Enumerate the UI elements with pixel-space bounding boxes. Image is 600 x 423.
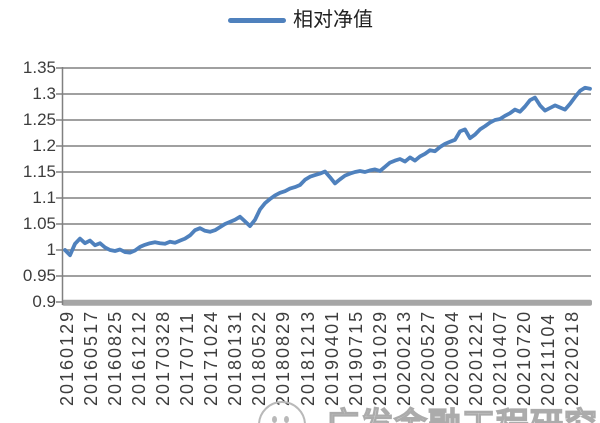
x-tick-label: 20200527 [417,309,438,406]
legend-series-label: 相对净值 [293,9,373,31]
x-tick-label: 20200904 [441,309,462,406]
y-tick-label: 0.9 [32,292,56,311]
x-tick-label: 20200213 [393,309,414,406]
x-tick-label: 20180522 [249,309,270,406]
x-tick-label: 20180829 [273,309,294,406]
y-tick-label: 1.05 [22,214,56,233]
x-tick-label: 20160129 [57,309,77,406]
x-tick-label: 20180131 [225,309,246,406]
series-line [63,85,592,258]
x-tick-label: 20171024 [201,309,222,406]
y-tick-label: 0.95 [22,266,56,285]
legend: 相对净值 [228,6,373,34]
y-tick-label: 1.35 [22,58,56,77]
legend-line-marker [228,17,286,23]
x-tick-label: 20161212 [129,309,150,406]
x-tick-label: 20170711 [177,311,198,406]
x-tick-label: 20190715 [345,309,366,406]
x-axis-bar [62,299,592,306]
x-tick-label: 20181213 [297,309,318,406]
x-tick-label: 20220218 [562,309,583,406]
x-tick-label: 20201221 [465,309,486,406]
x-tick-label: 20160825 [105,309,126,406]
y-tick-label: 1.2 [32,136,56,155]
y-tick-label: 1.15 [22,162,56,181]
x-tick-label: 20191029 [369,309,390,406]
y-tick-label: 1.3 [32,84,56,103]
x-tick-label: 20170328 [153,309,174,406]
y-tick-label: 1 [46,240,56,259]
x-tick-label: 20210720 [513,309,534,406]
x-tick-label: 20190401 [321,309,342,406]
x-tick-label: 20210407 [489,309,510,406]
x-tick-label: 20211104 [538,312,558,406]
x-tick-label: 20160517 [81,309,102,406]
y-tick-label: 1.25 [22,110,56,129]
y-tick-label: 1.1 [32,188,56,207]
